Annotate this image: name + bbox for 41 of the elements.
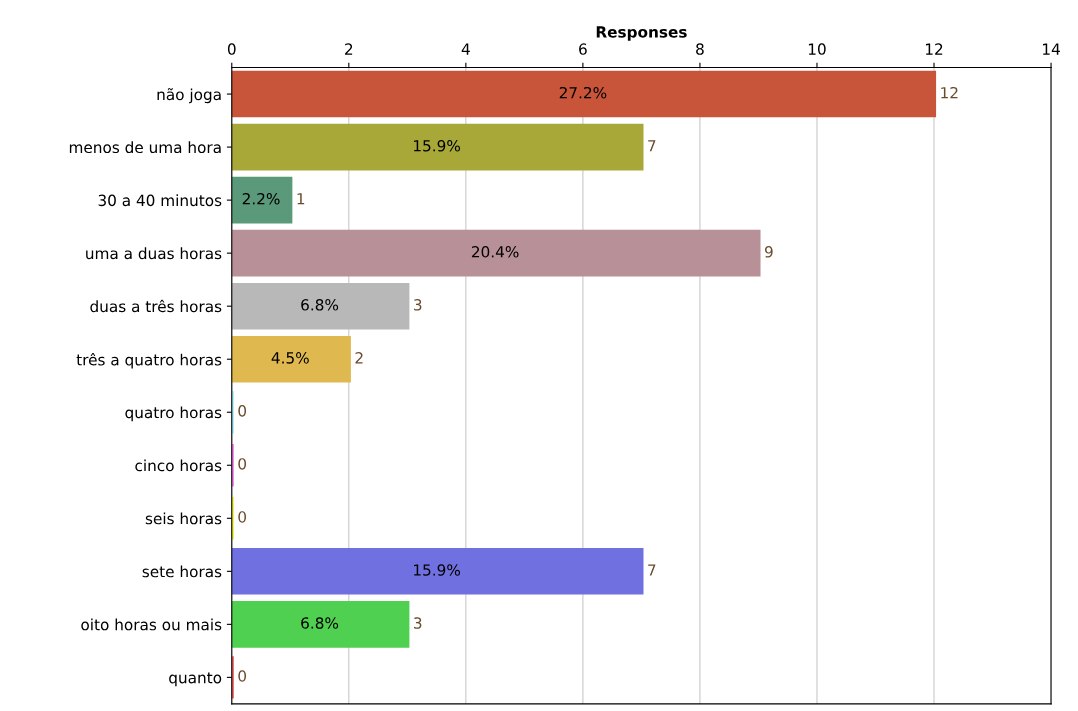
data-label: 0 (238, 511, 247, 523)
x-axis-title: Responses (596, 26, 687, 41)
annotation: 2.2% (242, 192, 280, 205)
y-tick-label: 30 a 40 minutos (98, 194, 222, 207)
data-label: 3 (414, 299, 422, 311)
y-tick-label: oito horas ou mais (81, 618, 222, 631)
annotation: 27.2% (559, 86, 607, 99)
y-tick-label: sete horas (142, 565, 222, 578)
annotation: 20.4% (471, 246, 519, 258)
x-tick-label: 4 (461, 43, 470, 55)
y-tick-label: cinco horas (135, 459, 222, 472)
data-label: 9 (764, 246, 773, 258)
annotation: 15.9% (414, 564, 461, 576)
y-tick-label: não joga (157, 88, 221, 104)
x-tick-label: 6 (579, 43, 587, 55)
y-tick-label: duas a três horas (90, 299, 222, 313)
data-label: 0 (238, 458, 247, 470)
y-tick-label: três a quatro horas (76, 353, 222, 369)
annotation: 4.5% (271, 352, 309, 364)
x-tick-label: 14 (1043, 43, 1060, 55)
x-tick-label: 10 (808, 43, 826, 55)
annotation: 15.9% (414, 139, 461, 152)
x-tick-label: 0 (227, 43, 236, 55)
y-tick-label: quatro horas (125, 406, 222, 422)
data-label: 0 (238, 670, 247, 682)
data-label: 7 (648, 140, 656, 152)
y-tick-label: seis horas (145, 512, 222, 525)
annotation: 6.8% (301, 617, 339, 629)
data-label: 0 (238, 405, 247, 417)
data-label: 12 (941, 86, 958, 99)
data-label: 7 (648, 564, 656, 576)
y-tick-label: menos de uma hora (69, 141, 221, 154)
x-tick-label: 12 (925, 43, 943, 55)
data-label: 3 (414, 617, 422, 629)
data-label: 2 (355, 352, 363, 364)
data-label: 1 (297, 193, 305, 205)
annotation: 6.8% (301, 299, 339, 311)
y-tick-label: uma a duas horas (86, 247, 222, 260)
x-tick-label: 2 (345, 43, 353, 55)
y-tick-label: quanto (169, 672, 222, 687)
x-tick-label: 8 (696, 43, 704, 55)
